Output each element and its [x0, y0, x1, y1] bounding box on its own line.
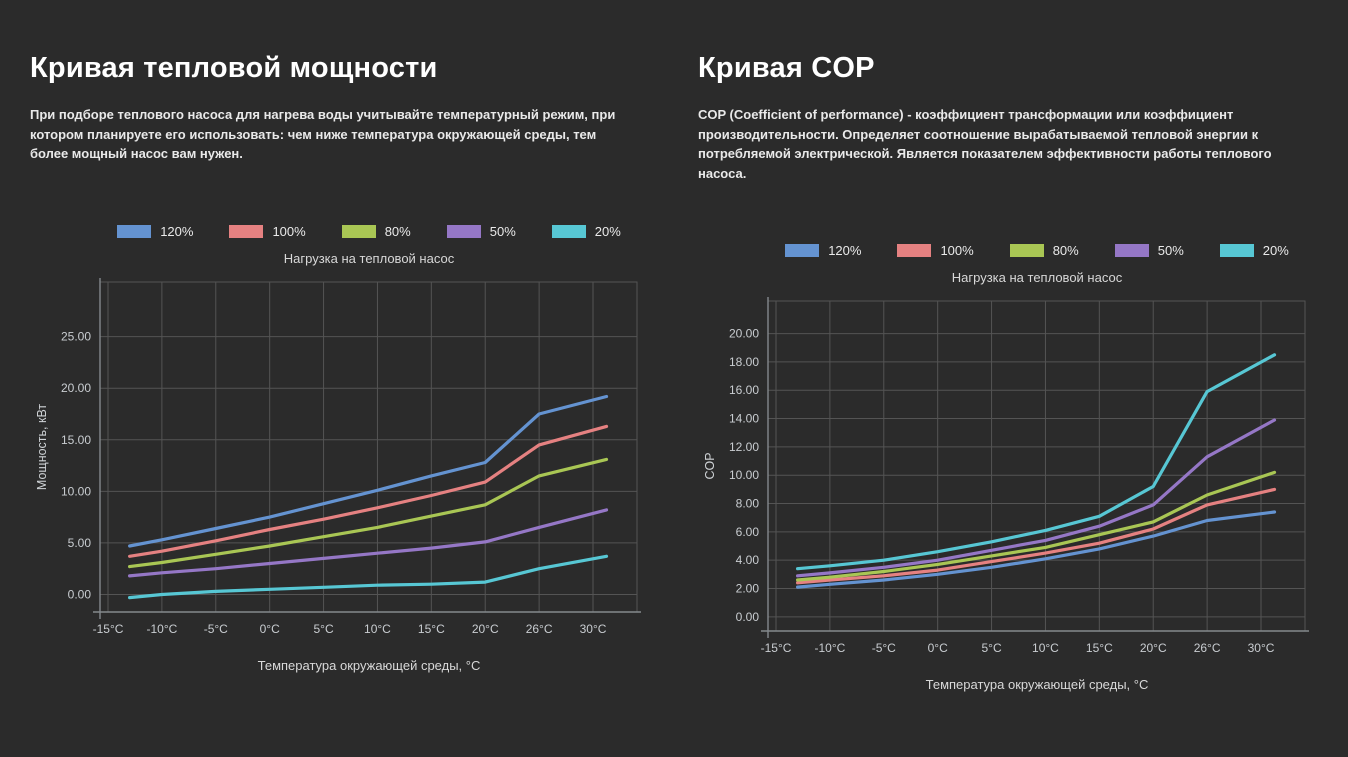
- cop-chart: 120% 100% 80% 50% 20% Нагрузка на тепловой н…: [698, 243, 1318, 692]
- legend-label: 100%: [940, 243, 974, 258]
- x-tick-label: 0°C: [928, 641, 948, 655]
- y-tick-label: 4.00: [736, 553, 760, 567]
- legend-item-100%[interactable]: 100%: [897, 243, 974, 258]
- y-tick-label: 2.00: [736, 582, 760, 596]
- chart-svg: -15°C -10°C -5°C 0°C 5°C 10°C 15°C 20°C 26°C 30°C…: [703, 297, 1309, 655]
- legend-item-50%[interactable]: 50%: [446, 223, 516, 239]
- legend-item-120%[interactable]: 120%: [785, 243, 861, 258]
- legend-item-80%[interactable]: 80%: [341, 223, 411, 239]
- x-tick-label: 0°C: [260, 622, 280, 636]
- x-tick-label: 20°C: [1140, 641, 1167, 655]
- x-tick-label: -5°C: [872, 641, 896, 655]
- legend-label: 80%: [1052, 243, 1079, 258]
- y-tick-label: 10.00: [729, 468, 759, 482]
- chart-legend: 120% 100% 80% 50% 20%: [88, 224, 650, 239]
- y-tick-label: 0.00: [736, 610, 760, 624]
- x-tick-label: 15°C: [1086, 641, 1113, 655]
- power-curve-title: Кривая тепловой мощности: [30, 52, 438, 84]
- legend-label: 20%: [1262, 243, 1289, 258]
- y-tick-label: 20.00: [61, 381, 91, 395]
- chart-yaxis-title: Мощность, кВт: [35, 403, 49, 489]
- legend-item-20%[interactable]: 20%: [1219, 243, 1289, 258]
- x-tick-label: 26°C: [1194, 641, 1221, 655]
- page: Кривая тепловой мощности При подборе теп…: [30, 26, 1318, 692]
- chart-subtitle: Нагрузка на тепловой насос: [283, 250, 455, 266]
- x-tick-label: 10°C: [1032, 641, 1059, 655]
- chart-yaxis-title: COP: [703, 452, 717, 479]
- legend-swatch: [785, 244, 820, 257]
- series-line-50%: [127, 507, 609, 577]
- y-tick-label: 20.00: [729, 327, 759, 341]
- x-tick-label: 5°C: [981, 641, 1001, 655]
- power-chart: 120% 100% 80% 50% 20% Нагрузка на тепловой н…: [30, 224, 650, 673]
- y-tick-label: 25.00: [61, 329, 91, 343]
- series-line-50%: [795, 418, 1277, 578]
- cop-curve-title: Кривая COP: [698, 52, 875, 84]
- series-line-100%: [127, 424, 609, 558]
- legend-item-50%[interactable]: 50%: [1114, 243, 1184, 258]
- legend-swatch: [446, 224, 481, 238]
- series-line-80%: [127, 457, 609, 568]
- y-tick-label: 14.00: [729, 412, 759, 426]
- legend-swatch: [341, 224, 376, 238]
- series-line-120%: [795, 510, 1277, 589]
- legend-item-100%[interactable]: 100%: [229, 223, 306, 239]
- x-tick-label: 15°C: [418, 622, 445, 636]
- legend-label: 20%: [594, 223, 621, 239]
- x-tick-label: -15°C: [93, 622, 124, 636]
- x-tick-label: -15°C: [761, 641, 792, 655]
- legend-swatch: [1219, 244, 1254, 257]
- x-tick-label: 5°C: [313, 622, 333, 636]
- legend-swatch: [897, 244, 932, 257]
- chart-canvas: -15°C -10°C -5°C 0°C 5°C 10°C 15°C 20°C 26°C 30°C…: [698, 289, 1318, 667]
- chart-subtitle: Нагрузка на тепловой насос: [951, 270, 1123, 285]
- x-tick-label: 30°C: [580, 622, 607, 636]
- legend-label: 50%: [489, 223, 516, 239]
- chart-svg: -15°C -10°C -5°C 0°C 5°C 10°C 15°C 20°C 26°C 30°C…: [35, 277, 641, 636]
- series-line-100%: [795, 487, 1277, 585]
- x-tick-label: -10°C: [146, 622, 177, 636]
- power-curve-description: При подборе теплового насоса для нагрева…: [30, 107, 616, 161]
- y-tick-label: 18.00: [729, 355, 759, 369]
- legend-item-80%[interactable]: 80%: [1009, 243, 1079, 258]
- y-tick-label: 10.00: [61, 484, 91, 498]
- legend-swatch: [1009, 244, 1044, 257]
- y-tick-label: 8.00: [736, 497, 760, 511]
- series-line-20%: [127, 554, 609, 599]
- x-tick-label: -10°C: [814, 641, 845, 655]
- legend-item-120%[interactable]: 120%: [117, 224, 193, 239]
- legend-swatch: [1114, 244, 1149, 257]
- cop-curve-panel: Кривая COP COP (Coefficient of performan…: [698, 26, 1318, 692]
- legend-label: 100%: [272, 223, 306, 239]
- power-curve-panel: Кривая тепловой мощности При подборе теп…: [30, 26, 650, 692]
- series-line-20%: [795, 353, 1277, 571]
- series-line-80%: [795, 470, 1277, 582]
- legend-swatch: [229, 224, 264, 238]
- cop-curve-description: COP (Coefficient of performance) - коэфф…: [698, 107, 1272, 181]
- chart-xaxis-title: Температура окружающей среды, °C: [925, 677, 1149, 692]
- series-line-120%: [127, 394, 609, 548]
- legend-swatch: [117, 224, 152, 238]
- legend-label: 120%: [160, 223, 194, 239]
- y-tick-label: 12.00: [729, 440, 759, 454]
- x-tick-label: -5°C: [204, 622, 228, 636]
- legend-label: 120%: [828, 243, 862, 258]
- y-tick-label: 5.00: [68, 535, 92, 549]
- y-tick-label: 6.00: [736, 525, 760, 539]
- legend-item-20%[interactable]: 20%: [551, 223, 621, 239]
- chart-legend: 120% 100% 80% 50% 20%: [756, 243, 1318, 258]
- y-tick-label: 0.00: [68, 587, 92, 601]
- legend-swatch: [551, 224, 586, 238]
- legend-label: 50%: [1157, 243, 1184, 258]
- chart-xaxis-title: Температура окружающей среды, °C: [257, 657, 481, 673]
- legend-label: 80%: [384, 223, 411, 239]
- x-tick-label: 10°C: [364, 622, 391, 636]
- x-tick-label: 20°C: [472, 622, 499, 636]
- x-tick-label: 26°C: [526, 622, 553, 636]
- y-tick-label: 16.00: [729, 383, 759, 397]
- chart-grid: [99, 281, 638, 612]
- x-tick-label: 30°C: [1248, 641, 1275, 655]
- chart-canvas: -15°C -10°C -5°C 0°C 5°C 10°C 15°C 20°C 26°C 30°C…: [30, 270, 650, 648]
- y-tick-label: 15.00: [61, 432, 91, 446]
